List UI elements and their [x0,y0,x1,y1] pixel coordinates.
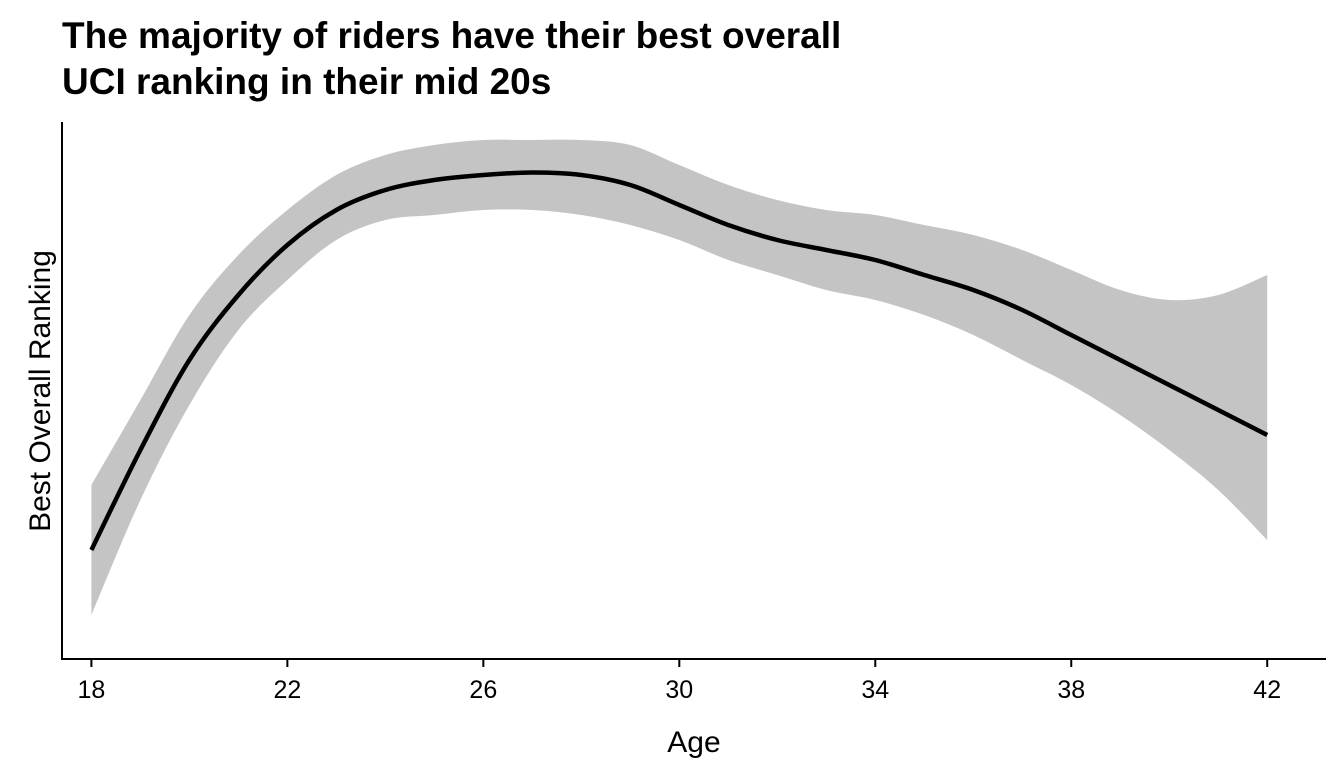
chart-title-line-1: The majority of riders have their best o… [62,15,841,56]
x-tick-label: 26 [469,676,497,704]
x-tick-label: 18 [77,676,105,704]
x-tick-label: 42 [1253,676,1281,704]
x-tick-label: 22 [273,676,301,704]
y-axis-label: Best Overall Ranking [24,250,57,532]
chart-title-line-2: UCI ranking in their mid 20s [62,61,551,102]
x-tick-label: 30 [665,676,693,704]
trend-line [89,170,1269,551]
plot-area [89,139,1269,615]
x-axis-label: Age [667,726,720,759]
x-tick-label: 38 [1057,676,1085,704]
x-axis-ticks: 18 22 26 30 34 38 42 [77,659,1281,704]
confidence-band [91,139,1268,615]
x-tick-label: 34 [861,676,889,704]
